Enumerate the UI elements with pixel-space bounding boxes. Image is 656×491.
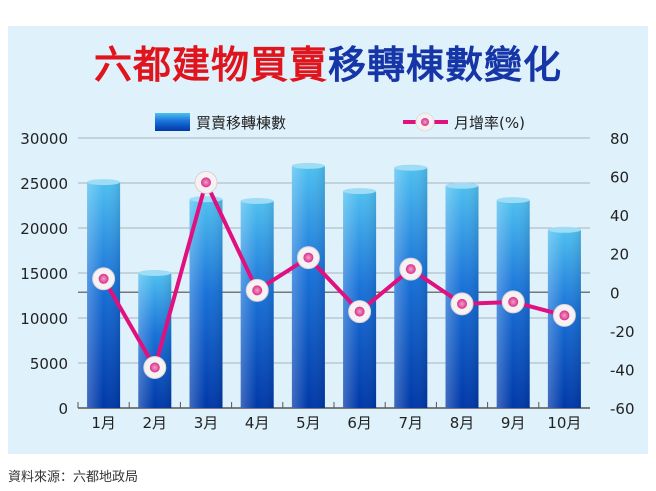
x-tick-label: 1月 [91,414,116,432]
title-red: 六都建物買賣 [93,43,328,87]
bar-cap [343,188,377,195]
line-point-center [405,264,416,275]
left-tick-label: 15000 [20,265,68,283]
left-tick-label: 30000 [20,130,68,148]
left-tick-label: 25000 [20,175,68,193]
bar-shade [291,165,325,408]
bar-cap [291,162,325,169]
bar-shade [138,273,172,408]
left-tick-label: 20000 [20,220,68,238]
bar-cap [189,196,223,203]
legend-bar-label: 買賣移轉棟數 [196,114,286,132]
right-tick-label: -40 [610,361,635,379]
legend-marker-center [421,118,429,126]
right-tick-label: 20 [610,246,629,264]
line-point-center [457,298,467,309]
x-tick-label: 3月 [194,414,219,432]
right-tick-label: 80 [610,130,629,148]
x-tick-label: 4月 [245,414,270,432]
line-point-center [201,177,211,188]
bar-cap [394,164,428,171]
legend-line-label: 月增率(%) [454,114,525,132]
bar-shade [240,201,274,408]
bar-cap [445,182,479,189]
bar-cap [138,270,172,276]
legend-bar-swatch [155,113,190,131]
bar-cap [87,179,121,186]
line-point-center [98,273,109,284]
left-tick-label: 10000 [20,310,68,328]
source-note: 資料來源：六都地政局 [8,470,139,485]
line-point-center [559,310,570,321]
right-tick-label: -20 [610,323,635,341]
line-point-center [252,285,263,296]
title-blue: 移轉棟數變化 [328,43,563,87]
bar-shade [394,167,428,408]
right-tick-label: 60 [610,169,629,187]
x-tick-label: 9月 [501,414,526,432]
x-tick-label: 5月 [296,414,321,432]
bar-cap [547,226,581,233]
bar-cap [240,198,274,204]
right-tick-label: 0 [610,284,620,302]
chart-title: 六都建物買賣移轉棟數變化 [0,34,656,89]
left-tick-label: 5000 [30,355,68,373]
right-tick-label: -60 [610,400,635,418]
x-tick-label: 10月 [547,414,581,432]
line-point-center [303,252,314,263]
x-tick-label: 8月 [450,414,475,432]
x-tick-label: 7月 [399,414,424,432]
legend: 買賣移轉棟數 月增率(%) [155,112,525,132]
line-point-center [149,362,160,373]
left-tick-label: 0 [58,400,68,418]
growth-line [101,176,565,373]
bar-cap [496,197,530,204]
bar-shade [189,199,223,408]
line-point-center [508,296,519,307]
right-tick-label: 40 [610,207,629,225]
x-tick-label: 6月 [347,414,372,432]
x-tick-label: 2月 [143,414,168,432]
line-point-center [354,306,365,317]
